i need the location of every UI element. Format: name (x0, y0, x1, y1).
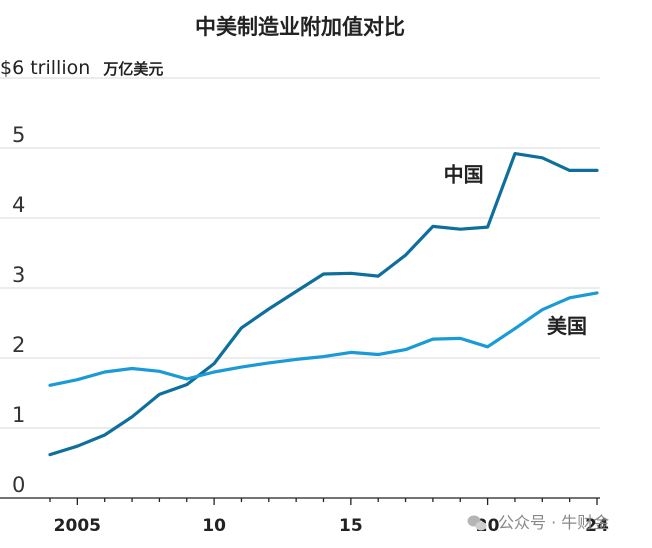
point-1-2011 (240, 365, 243, 369)
point-1-2005 (76, 378, 79, 381)
point-1-2020 (486, 345, 489, 348)
series-label-0: 中国 (444, 163, 484, 187)
point-0-2022 (541, 156, 544, 159)
y-axis-unit: $6 trillion (0, 57, 90, 79)
point-1-2008 (158, 370, 161, 373)
point-0-2023 (568, 169, 571, 172)
point-0-2005 (76, 445, 79, 448)
y-tick-labels: 0 1 2 3 4 5 (12, 123, 25, 497)
point-0-2015 (349, 272, 353, 275)
point-0-2009 (185, 383, 188, 386)
point-1-2016 (377, 353, 380, 356)
point-1-2024 (595, 291, 599, 295)
point-0-2007 (130, 415, 134, 418)
point-1-2023 (568, 296, 571, 299)
point-0-2024 (595, 169, 599, 172)
point-0-2010 (212, 362, 216, 365)
watermark: 公众号 · 牛财金 (467, 513, 609, 532)
point-0-2006 (103, 433, 106, 437)
point-0-2021 (513, 152, 517, 155)
y-tick-label-2: 2 (12, 333, 25, 357)
series-line-1 (48, 291, 599, 387)
x-tick-label-10: 10 (202, 516, 226, 536)
point-1-2015 (349, 351, 353, 354)
chart-title: 中美制造业附加值对比 (195, 15, 405, 39)
series-line-0 (48, 152, 599, 457)
point-1-2010 (212, 370, 216, 374)
point-0-2004 (48, 453, 52, 456)
point-1-2019 (459, 337, 462, 340)
point-1-2009 (185, 377, 188, 381)
series-lines (48, 152, 599, 457)
point-1-2007 (130, 367, 134, 370)
point-1-2006 (103, 370, 106, 374)
y-tick-label-3: 3 (12, 263, 25, 287)
point-1-2022 (541, 308, 544, 311)
point-1-2014 (322, 355, 325, 358)
point-0-2018 (431, 225, 435, 228)
point-1-2004 (48, 384, 52, 387)
x-tick-label-2005: 2005 (54, 516, 101, 536)
series-points (48, 152, 599, 456)
y-tick-label-5: 5 (12, 123, 25, 147)
point-1-2013 (294, 358, 298, 361)
y-tick-label-1: 1 (12, 403, 25, 427)
point-0-2012 (267, 307, 270, 311)
watermark-text: 公众号 · 牛财金 (498, 513, 609, 532)
point-0-2020 (486, 225, 489, 229)
x-tick-label-20: 20 (476, 516, 500, 536)
y-tick-label-0: 0 (12, 473, 25, 497)
series-label-1: 美国 (547, 314, 587, 338)
point-1-2012 (267, 361, 270, 365)
point-1-2018 (431, 337, 435, 341)
point-0-2017 (404, 253, 407, 257)
point-0-2008 (158, 393, 161, 396)
x-tick-label-15: 15 (339, 516, 363, 536)
x-tick-label-24: 24 (585, 516, 609, 536)
y-tick-label-4: 4 (12, 193, 25, 217)
x-ticks: 2005 10 15 20 24 (49, 498, 609, 536)
y-axis-unit-cn: 万亿美元 (102, 60, 163, 78)
point-1-2021 (513, 327, 517, 330)
point-0-2019 (459, 228, 462, 231)
point-0-2016 (377, 274, 380, 278)
point-0-2014 (322, 272, 325, 276)
point-0-2011 (240, 326, 243, 330)
wechat-icon (467, 515, 487, 531)
point-1-2017 (404, 348, 407, 351)
point-0-2013 (294, 290, 298, 293)
y-axis-label: $6 trillion 万亿美元 (0, 57, 163, 79)
